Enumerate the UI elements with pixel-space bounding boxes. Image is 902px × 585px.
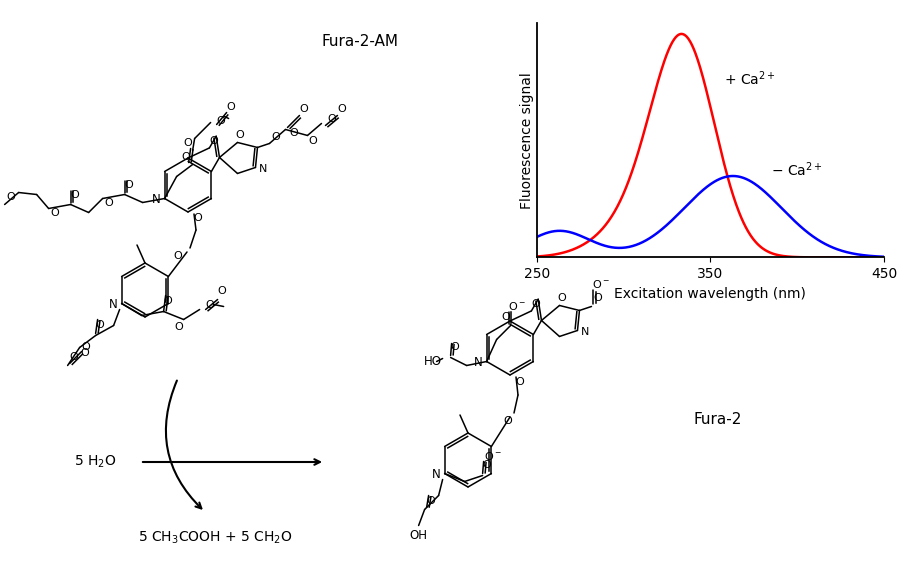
Text: O: O: [51, 208, 59, 219]
Text: O: O: [235, 130, 244, 140]
Text: Fura-2: Fura-2: [694, 412, 742, 428]
Text: O: O: [174, 322, 183, 332]
Text: O: O: [216, 115, 225, 126]
Text: Fura-2-AM: Fura-2-AM: [321, 35, 399, 50]
Text: O: O: [105, 198, 113, 208]
Text: N: N: [152, 193, 161, 206]
Text: O: O: [217, 287, 226, 297]
Text: O: O: [163, 295, 172, 305]
Text: O: O: [427, 497, 435, 507]
Text: N: N: [581, 328, 590, 338]
Text: O: O: [502, 312, 510, 322]
Text: O: O: [96, 321, 104, 331]
Text: O: O: [226, 102, 235, 112]
Text: O: O: [531, 299, 539, 309]
Text: O: O: [80, 347, 89, 357]
Text: O: O: [483, 460, 491, 470]
Text: O: O: [337, 105, 345, 115]
Text: N: N: [259, 164, 268, 174]
Text: O: O: [194, 213, 202, 223]
Text: $-$ Ca$^{2+}$: $-$ Ca$^{2+}$: [771, 161, 823, 179]
Y-axis label: Fluorescence signal: Fluorescence signal: [520, 72, 534, 209]
Text: O: O: [70, 190, 79, 199]
Text: N: N: [109, 298, 118, 311]
Text: O: O: [594, 294, 602, 304]
Text: O: O: [557, 294, 566, 304]
Text: N: N: [432, 468, 441, 481]
X-axis label: Excitation wavelength (nm): Excitation wavelength (nm): [614, 287, 806, 301]
Text: O: O: [206, 301, 214, 311]
Text: O: O: [308, 136, 317, 146]
Text: O$^-$: O$^-$: [483, 449, 502, 462]
Text: O: O: [124, 180, 133, 190]
Text: O: O: [299, 105, 308, 115]
Text: O: O: [503, 416, 512, 426]
Text: 5 CH$_3$COOH + 5 CH$_2$O: 5 CH$_3$COOH + 5 CH$_2$O: [138, 530, 292, 546]
Text: O: O: [450, 342, 459, 353]
Text: O: O: [209, 136, 217, 146]
Text: + Ca$^{2+}$: + Ca$^{2+}$: [724, 69, 776, 88]
Text: 5 H$_2$O: 5 H$_2$O: [74, 454, 116, 470]
Text: O: O: [81, 342, 90, 353]
Text: O$^-$: O$^-$: [593, 278, 611, 291]
Text: O: O: [327, 115, 336, 125]
Text: O: O: [173, 251, 182, 261]
Text: N: N: [474, 356, 483, 369]
Text: O: O: [69, 353, 78, 363]
Text: O: O: [290, 129, 298, 139]
Text: O: O: [181, 152, 190, 161]
Text: HO: HO: [424, 355, 442, 368]
Text: O$^-$: O$^-$: [508, 300, 526, 311]
Text: O: O: [6, 192, 15, 202]
Text: O: O: [183, 137, 192, 147]
Text: O: O: [516, 377, 524, 387]
Text: O: O: [272, 132, 280, 143]
Text: OH: OH: [410, 529, 428, 542]
